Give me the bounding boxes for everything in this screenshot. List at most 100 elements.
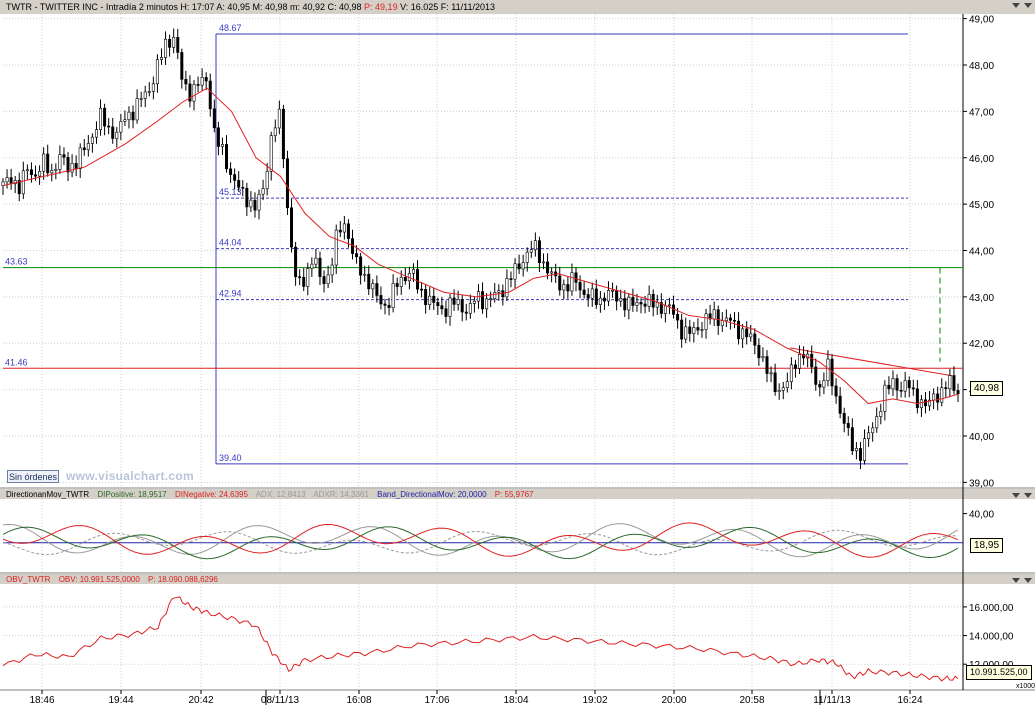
candle-body <box>537 240 541 264</box>
candle-body <box>277 108 281 129</box>
obv-title: OBV_TWTR <box>6 575 51 584</box>
candle-body <box>90 136 94 144</box>
candle-body <box>164 38 168 58</box>
candle-body <box>322 276 326 285</box>
x-tick-label: 16:24 <box>897 695 922 705</box>
fib-level-label: 44.04 <box>219 238 242 248</box>
candle-body <box>574 272 578 283</box>
candle-body <box>143 91 147 99</box>
candle-body <box>46 153 50 174</box>
candle-body <box>497 290 501 293</box>
candle-body <box>147 91 151 93</box>
candle-body <box>387 304 391 308</box>
dmi-legend-band: Band_DirectionalMov: 20,0000 <box>377 490 487 499</box>
candle-body <box>54 169 58 171</box>
y-tick-label: 43,00 <box>969 293 994 304</box>
candle-body <box>82 147 86 151</box>
candle-body <box>233 174 237 181</box>
candle-body <box>919 399 923 409</box>
candle-body <box>602 297 606 302</box>
candle-body <box>176 37 180 53</box>
y-tick-label: 40,00 <box>969 432 994 443</box>
obv-legend-p: P: 18.090.088,6296 <box>148 575 218 584</box>
candle-body <box>846 423 850 428</box>
candle-body <box>212 108 216 129</box>
candle-body <box>363 273 367 276</box>
candle-body <box>590 288 594 299</box>
dmi-legend-dipos: DIPositive: 18,9517 <box>97 490 167 499</box>
dmi-legend-dineg: DINegative: 24,6395 <box>174 490 248 499</box>
candle-body <box>700 329 704 331</box>
header-name: TWITTER INC <box>39 2 98 12</box>
candle-body <box>346 223 350 239</box>
candle-body <box>814 366 818 385</box>
candle-body <box>834 385 838 397</box>
candle-body <box>399 276 403 287</box>
candle-body <box>285 158 289 209</box>
obv-y-tick-label: 14.000,00 <box>969 632 1014 643</box>
candle-body <box>810 353 814 368</box>
candle-body <box>676 314 680 321</box>
candle-body <box>318 257 322 277</box>
candle-body <box>716 309 720 326</box>
trend-line <box>789 347 953 377</box>
candle-body <box>911 387 915 390</box>
fib-level-label: 48.67 <box>219 23 242 33</box>
candle-body <box>151 83 155 92</box>
candle-body <box>273 127 277 136</box>
candle-body <box>220 144 224 147</box>
candle-body <box>416 269 420 290</box>
candle-body <box>826 358 830 381</box>
x-tick-label: 18:04 <box>503 695 528 705</box>
candle-body <box>355 253 359 258</box>
header-tail: V: 16.025 F: 11/11/2013 <box>400 2 495 12</box>
dmi-adxr-line <box>2 529 959 556</box>
x-tick-label: 16:08 <box>346 695 371 705</box>
candle-body <box>566 284 570 292</box>
candle-body <box>570 272 574 292</box>
candle-body <box>428 295 432 306</box>
candle-body <box>923 399 927 407</box>
candle-body <box>208 80 212 110</box>
candle-body <box>777 390 781 392</box>
candle-body <box>501 290 505 298</box>
candle-body <box>225 144 229 170</box>
candle-body <box>464 311 468 314</box>
candle-body <box>314 257 318 265</box>
y-tick-label: 46,00 <box>969 154 994 165</box>
candle-body <box>509 278 513 280</box>
candle-body <box>895 378 899 391</box>
candle-body <box>635 302 639 306</box>
candle-body <box>944 387 948 390</box>
dmi-legend-p: P: 55,9767 <box>494 490 534 499</box>
candle-body <box>627 296 631 311</box>
candle-body <box>505 278 509 298</box>
candle-body <box>168 38 172 48</box>
candle-body <box>302 277 306 287</box>
candle-body <box>802 354 806 359</box>
candle-body <box>854 448 858 452</box>
candle-body <box>411 269 415 274</box>
no-orders-button[interactable]: Sin órdenes <box>7 470 59 483</box>
candle-body <box>688 326 692 334</box>
obv-last-box: 10.991.525,00 <box>966 665 1032 680</box>
candle-body <box>50 170 54 174</box>
candle-body <box>306 268 310 287</box>
obv-unit-label: x1000 <box>1016 683 1035 690</box>
candle-body <box>180 52 184 80</box>
candle-body <box>692 327 696 334</box>
y-tick-label: 48,00 <box>969 61 994 72</box>
candle-body <box>119 121 123 133</box>
candle-body <box>472 300 476 304</box>
candle-body <box>594 288 598 305</box>
candle-body <box>879 411 883 417</box>
candle-body <box>70 163 74 173</box>
obv-legend: OBV_TWTR OBV: 10.991.525,0000 P: 18.090.… <box>6 575 224 585</box>
candle-body <box>460 298 464 313</box>
candle-body <box>598 297 602 305</box>
candle-body <box>867 432 871 439</box>
candle-body <box>517 263 521 270</box>
minimize-arrow-icon <box>1012 578 1020 583</box>
candle-body <box>456 298 460 305</box>
candle-body <box>5 177 9 183</box>
